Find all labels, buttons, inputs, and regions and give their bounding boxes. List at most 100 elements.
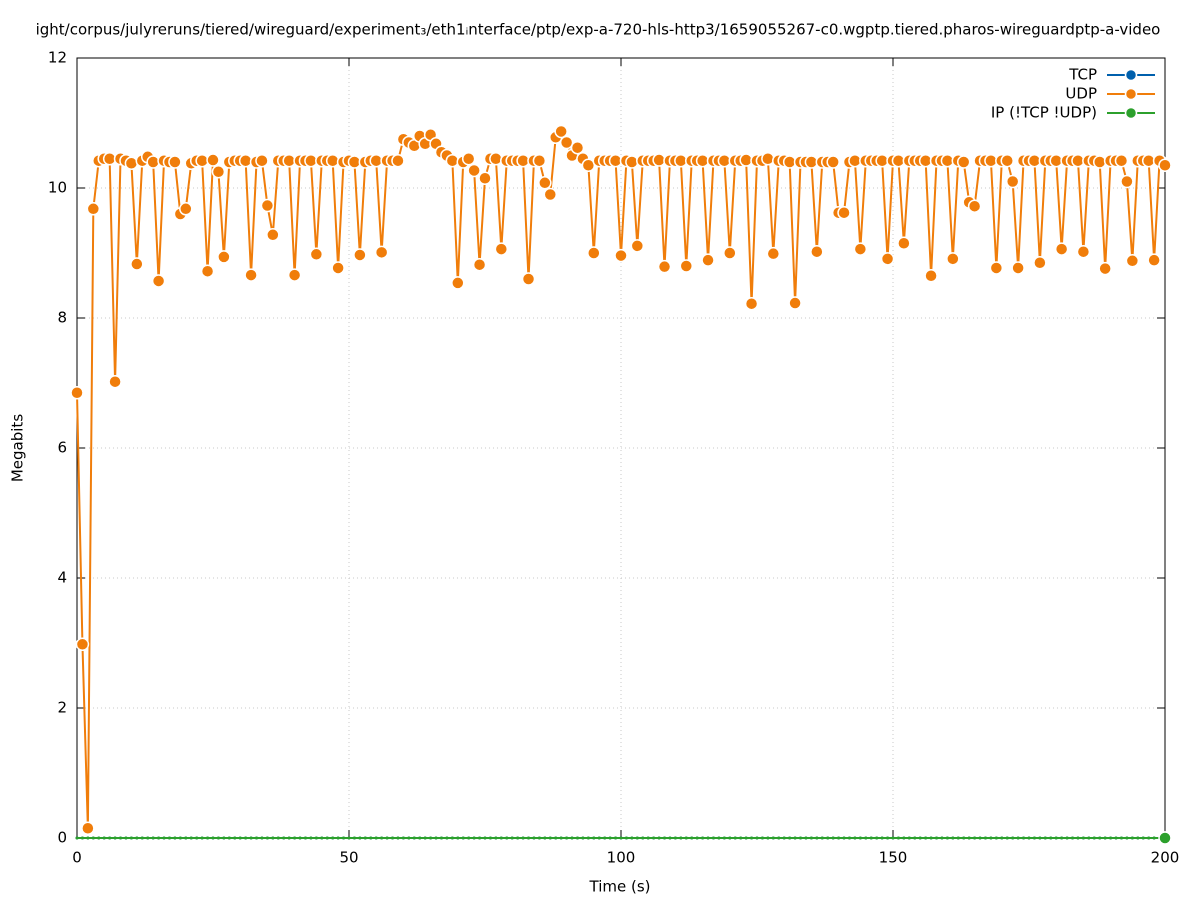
data-point: [489, 152, 503, 166]
data-point: [113, 836, 117, 840]
data-point: [505, 836, 509, 840]
data-point: [744, 296, 759, 311]
data-point: [233, 836, 237, 840]
series: [75, 831, 1172, 845]
data-point: [412, 836, 416, 840]
data-point: [1049, 836, 1053, 840]
data-point: [695, 836, 699, 840]
data-point: [91, 836, 95, 840]
data-point: [924, 269, 938, 283]
data-point: [494, 242, 509, 256]
data-point: [788, 296, 802, 310]
data-point: [575, 836, 579, 840]
data-point: [265, 836, 269, 840]
data-point: [80, 836, 84, 840]
data-point: [287, 836, 291, 840]
data-point: [1032, 836, 1036, 840]
data-point: [902, 836, 906, 840]
data-point: [1147, 253, 1161, 267]
data-point: [625, 155, 639, 169]
data-point: [287, 268, 302, 282]
data-point: [461, 152, 476, 166]
data-point: [396, 836, 400, 840]
data-point: [826, 836, 830, 840]
data-point: [1076, 244, 1091, 259]
data-point: [630, 836, 634, 840]
data-point: [760, 836, 764, 840]
data-point: [456, 836, 460, 840]
data-point: [766, 246, 781, 261]
data-point: [81, 821, 95, 835]
data-point: [434, 836, 438, 840]
legend-label: TCP: [1068, 66, 1097, 84]
data-point: [809, 836, 813, 840]
data-point: [967, 199, 982, 213]
data-point: [1098, 836, 1102, 840]
data-point: [86, 836, 90, 840]
data-point: [1033, 256, 1047, 270]
data-point: [538, 176, 552, 190]
data-point: [1114, 153, 1129, 168]
data-point: [75, 637, 90, 652]
data-point: [347, 836, 351, 840]
data-point: [255, 153, 269, 168]
data-point: [130, 257, 144, 271]
data-point: [374, 245, 389, 260]
data-point: [804, 836, 808, 840]
x-tick-label: 200: [1151, 849, 1180, 867]
data-point: [1098, 261, 1112, 276]
data-point: [799, 836, 803, 840]
data-point: [989, 836, 993, 840]
data-point: [217, 250, 231, 264]
data-point: [777, 836, 781, 840]
data-point: [728, 836, 732, 840]
data-point: [815, 836, 819, 840]
data-point: [559, 135, 574, 150]
data-point: [1125, 254, 1140, 268]
data-point: [657, 836, 661, 840]
data-point: [788, 836, 792, 840]
data-point: [146, 155, 160, 169]
data-point: [973, 836, 977, 840]
data-point: [129, 836, 133, 840]
data-point: [260, 836, 264, 840]
data-point: [858, 836, 862, 840]
data-point: [548, 836, 552, 840]
data-point: [472, 836, 476, 840]
data-point: [140, 836, 144, 840]
data-point: [723, 246, 737, 260]
data-point: [684, 836, 688, 840]
data-point: [151, 836, 155, 840]
data-point: [1016, 836, 1020, 840]
data-point: [195, 836, 199, 840]
data-point: [1141, 836, 1145, 840]
data-point: [407, 836, 411, 840]
data-point: [641, 836, 645, 840]
data-point: [1071, 836, 1075, 840]
data-point: [543, 187, 558, 202]
data-point: [701, 253, 715, 267]
data-point: [1011, 836, 1015, 840]
data-point: [940, 836, 944, 840]
data-point: [450, 836, 454, 840]
data-point: [1027, 836, 1031, 840]
data-point: [478, 171, 492, 185]
data-point: [924, 836, 928, 840]
data-point: [309, 247, 324, 262]
data-point: [1158, 831, 1172, 845]
legend-marker: [1124, 68, 1138, 82]
data-point: [771, 836, 775, 840]
data-point: [488, 836, 492, 840]
data-point: [309, 836, 313, 840]
data-point: [565, 836, 569, 840]
data-point: [587, 246, 601, 260]
data-point: [1125, 836, 1129, 840]
data-point: [880, 836, 884, 840]
data-point: [706, 836, 710, 840]
data-point: [896, 836, 900, 840]
y-tick-label: 12: [48, 49, 67, 67]
data-point: [886, 836, 890, 840]
data-point: [374, 836, 378, 840]
data-point: [146, 836, 150, 840]
data-point: [325, 153, 340, 168]
